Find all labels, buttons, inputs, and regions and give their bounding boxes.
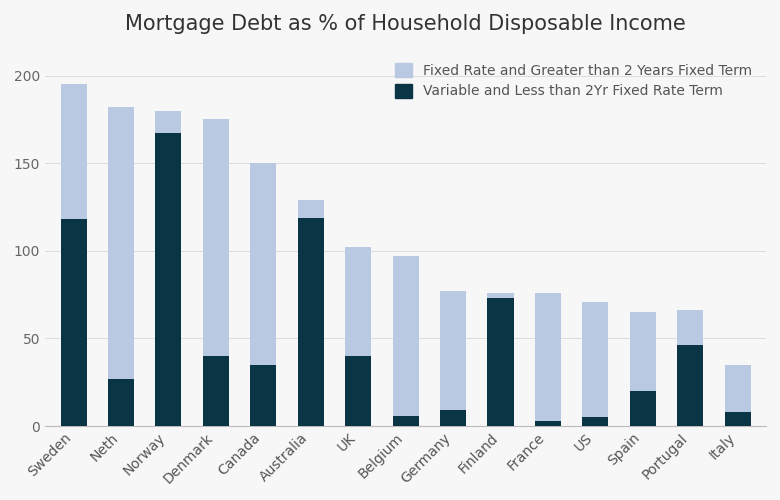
Bar [677, 310, 704, 346]
Bar [535, 293, 561, 421]
Bar [440, 291, 466, 410]
Bar [535, 421, 561, 426]
Bar [298, 218, 324, 426]
Bar [629, 391, 656, 426]
Bar [583, 302, 608, 418]
Bar [583, 418, 608, 426]
Bar [629, 312, 656, 391]
Bar [298, 200, 324, 218]
Title: Mortgage Debt as % of Household Disposable Income: Mortgage Debt as % of Household Disposab… [126, 14, 686, 34]
Bar [440, 410, 466, 426]
Bar [108, 107, 134, 379]
Bar [392, 256, 419, 416]
Bar [203, 356, 229, 426]
Bar [677, 346, 704, 426]
Bar [250, 163, 276, 365]
Bar [108, 379, 134, 426]
Bar [725, 365, 750, 412]
Legend: Fixed Rate and Greater than 2 Years Fixed Term, Variable and Less than 2Yr Fixed: Fixed Rate and Greater than 2 Years Fixe… [388, 56, 759, 106]
Bar [345, 248, 371, 356]
Bar [203, 120, 229, 356]
Bar [488, 293, 513, 298]
Bar [345, 356, 371, 426]
Bar [61, 220, 87, 426]
Bar [725, 412, 750, 426]
Bar [488, 298, 513, 426]
Bar [392, 416, 419, 426]
Bar [61, 84, 87, 220]
Bar [155, 134, 182, 426]
Bar [250, 365, 276, 426]
Bar [155, 110, 182, 134]
